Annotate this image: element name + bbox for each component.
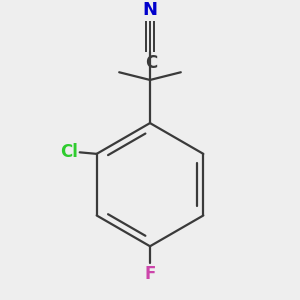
- Text: N: N: [142, 1, 158, 19]
- Text: Cl: Cl: [60, 143, 78, 161]
- Text: C: C: [146, 54, 158, 72]
- Text: F: F: [144, 265, 156, 283]
